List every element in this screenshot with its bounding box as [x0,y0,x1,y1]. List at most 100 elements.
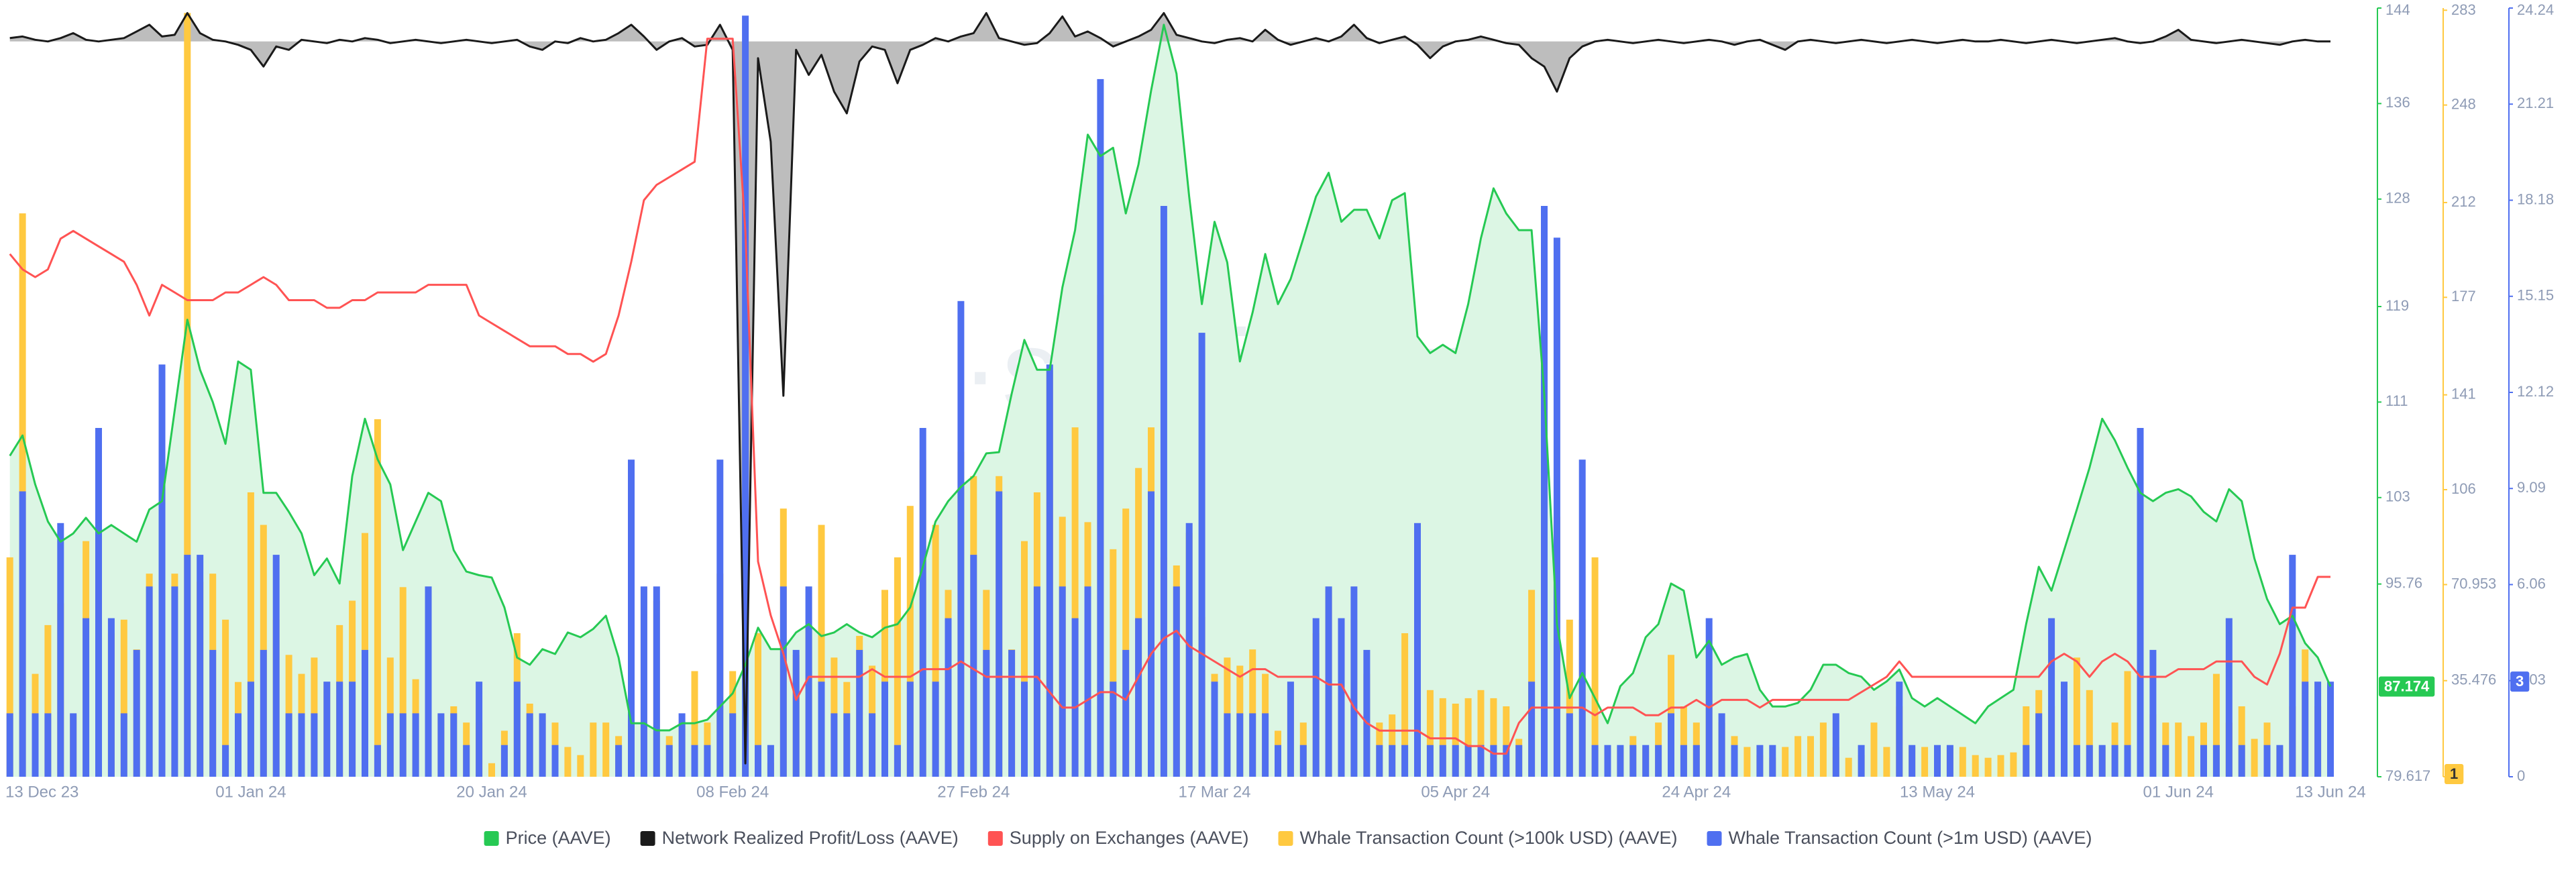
bar [2314,682,2322,777]
bar [1591,745,1599,777]
legend-swatch [1707,831,1722,846]
bar [932,682,939,777]
bar [1464,698,1472,777]
bar [1236,713,1244,777]
bar [399,713,407,777]
bar [1363,649,1371,777]
bar [1033,586,1040,777]
bar [2061,682,2068,777]
bar [1110,682,1117,777]
bar [1807,736,1814,777]
bar [526,713,533,777]
bar [298,713,305,777]
bar [539,713,546,777]
legend-swatch [1278,831,1293,846]
badge-box [2510,671,2530,692]
x-tick-label: 08 Feb 24 [696,783,769,801]
bar [742,15,749,777]
bar [1084,586,1091,777]
x-tick-label: 17 Mar 24 [1178,783,1250,801]
bar [2238,745,2245,777]
y-tick-label: 0 [2517,767,2525,784]
y-tick-label: 103 [2385,488,2410,505]
bar [2162,745,2169,777]
bar [476,682,483,777]
bar [513,682,521,777]
bar [1858,745,1865,777]
y-tick-label: 95.76 [2385,574,2422,591]
y-tick-label: 9.09 [2517,479,2546,496]
bar [983,649,990,777]
bar [19,491,26,777]
last-value-badge: 87.174 [2379,676,2435,697]
area-line [9,12,2330,765]
legend-label: Whale Transaction Count (>100k USD) (AAV… [1300,828,1678,848]
bar [2010,752,2017,777]
bar [996,491,1003,777]
bar [2200,745,2207,777]
x-tick-label: 05 Apr 24 [1421,783,1490,801]
bar [247,682,254,777]
bar [1173,586,1180,777]
bar [755,745,761,777]
bar [44,624,52,777]
bar [551,745,559,777]
bar [577,755,584,777]
bar [1414,523,1421,777]
bar [412,713,419,777]
bar [2212,745,2220,777]
area-fill [9,24,2331,777]
bar [336,682,343,777]
bar [1325,586,1332,777]
bar [2212,673,2220,777]
bar [1921,747,1929,777]
bar [146,586,153,777]
bar [6,713,13,777]
bar [1071,427,1079,777]
bar [2086,690,2093,777]
legend-label: Price (AAVE) [506,828,611,848]
bar [1021,541,1028,777]
y-tick-label: 79.617 [2385,767,2430,784]
bar [171,586,178,777]
y-tick-label: 6.06 [2517,575,2546,592]
bar [590,722,597,777]
badge-box [2445,763,2464,784]
bar [349,682,356,777]
bar [2149,649,2157,777]
bar [856,649,863,777]
bar [1845,757,1852,777]
bar [1350,586,1358,777]
bar [1680,745,1687,777]
bar [2188,736,2195,777]
bar [945,618,952,777]
bar [222,619,229,777]
badge-label: 87.174 [2384,677,2430,694]
bar [1756,745,1764,777]
bar [260,649,267,777]
bar [1718,713,1725,777]
bar [1224,713,1231,777]
bar [1401,633,1409,777]
bar [653,586,660,777]
bar [32,713,39,777]
x-tick-label: 24 Apr 24 [1662,783,1731,801]
legend: Price (AAVE) Network Realized Profit/Loss… [484,828,2092,848]
bar [374,419,381,777]
bar [755,633,761,777]
bar [1870,722,1878,777]
bar [83,618,90,777]
bar [2124,671,2131,777]
bar [1490,698,1497,777]
legend-item: Whale Transaction Count (>1m USD) (AAVE) [1707,828,2092,848]
bar [957,301,965,777]
area-line [9,23,2332,732]
bar [2238,706,2245,777]
bar [1794,736,1802,777]
bar [235,713,241,777]
y-tick-label: 283 [2451,1,2476,18]
y-tick-label: 144 [2385,1,2410,18]
bar [919,428,926,777]
